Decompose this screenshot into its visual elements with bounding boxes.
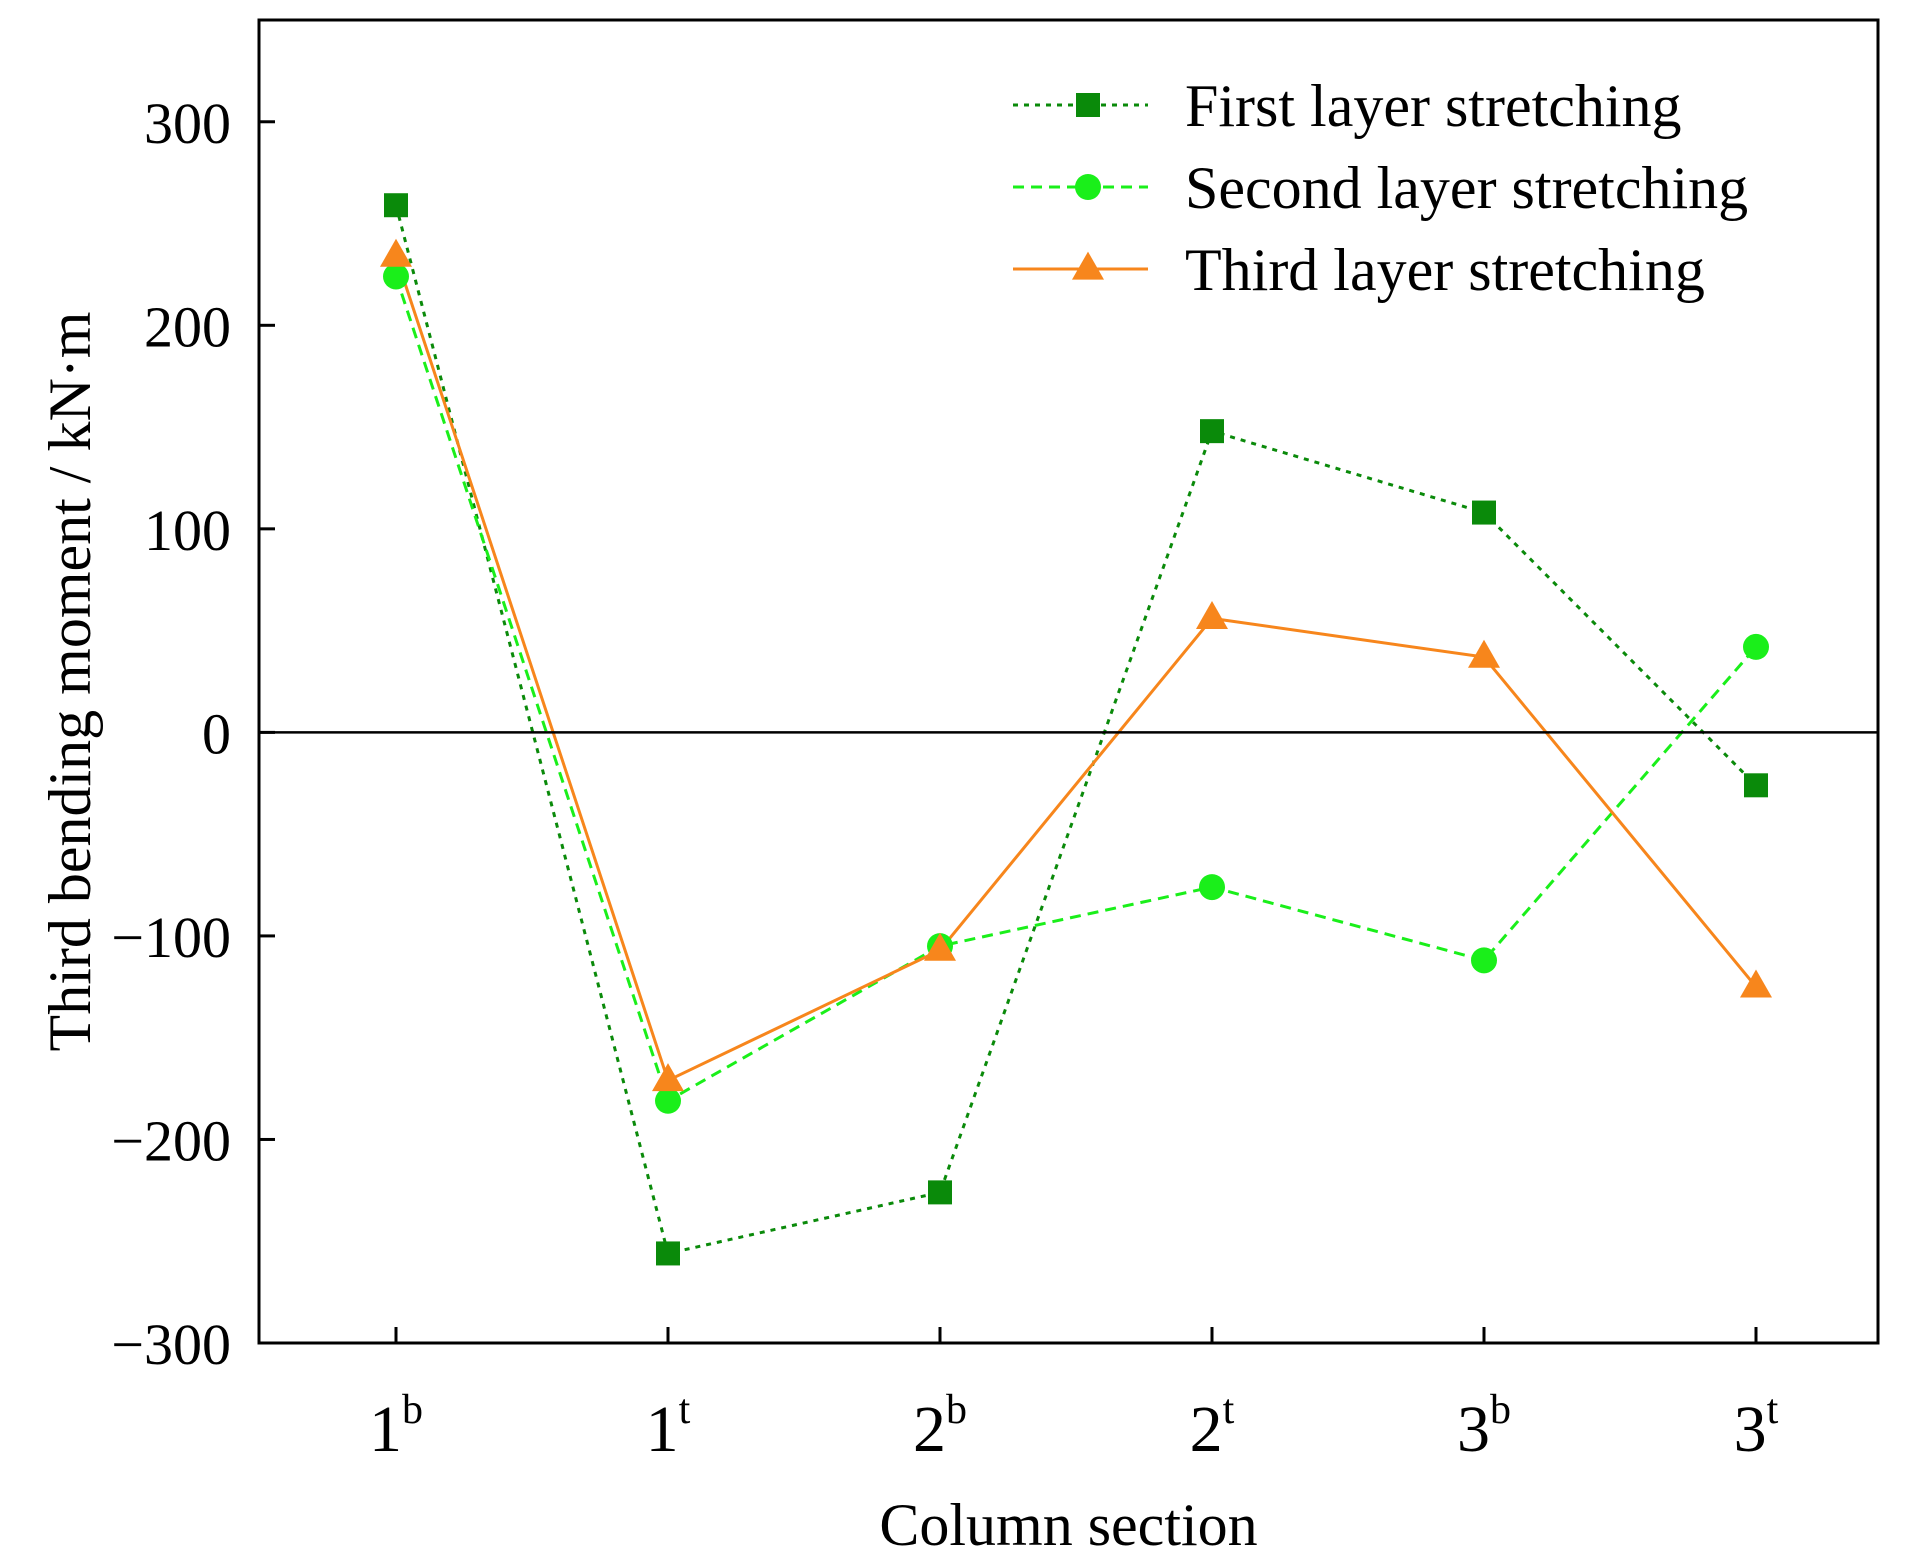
y-tick-label: 300 bbox=[144, 91, 231, 156]
legend-label: First layer stretching bbox=[1185, 73, 1682, 139]
y-axis-ticks: −300 −200 −100 0 100 200 300 bbox=[111, 91, 275, 1377]
y-tick-label: 100 bbox=[144, 498, 231, 563]
first-layer-stretching-point bbox=[1472, 500, 1496, 525]
third-layer-stretching-point bbox=[1468, 639, 1500, 668]
y-tick-label: −100 bbox=[111, 905, 231, 970]
second-layer-stretching-line bbox=[394, 275, 1758, 1103]
third-layer-stretching-point bbox=[380, 238, 412, 267]
plot-lines bbox=[394, 204, 1758, 1256]
x-axis-ticks: 1b 1t 2b 2t 3b 3t bbox=[369, 1327, 1779, 1466]
plot-markers bbox=[380, 193, 1772, 1266]
second-layer-stretching-point bbox=[383, 263, 409, 290]
first-layer-stretching-point bbox=[928, 1180, 952, 1205]
y-axis-label: Third bending moment / kN·m bbox=[37, 312, 103, 1052]
x-tick-label: 2b bbox=[913, 1387, 967, 1466]
third-layer-stretching-point bbox=[652, 1063, 684, 1092]
third-layer-stretching-point bbox=[1740, 969, 1772, 998]
legend-label: Third layer stretching bbox=[1185, 237, 1705, 303]
first-layer-stretching-point bbox=[656, 1241, 680, 1266]
second-layer-stretching-point bbox=[1471, 947, 1497, 974]
x-tick-label: 1t bbox=[646, 1387, 691, 1466]
second-layer-stretching-point bbox=[655, 1087, 681, 1114]
x-axis-label: Column section bbox=[879, 1492, 1257, 1558]
y-tick-label: 0 bbox=[202, 701, 231, 766]
y-tick-label: −200 bbox=[111, 1108, 231, 1173]
x-tick-label: 3t bbox=[1734, 1387, 1779, 1466]
legend-marker bbox=[1075, 174, 1101, 200]
third-layer-stretching-point bbox=[1196, 601, 1228, 630]
first-layer-stretching-point bbox=[384, 193, 408, 218]
x-tick-label: 3b bbox=[1457, 1387, 1511, 1466]
x-tick-label: 1b bbox=[369, 1387, 423, 1466]
first-layer-stretching-line bbox=[394, 204, 1758, 1256]
legend-marker bbox=[1072, 251, 1104, 280]
legend: First layer stretching Second layer stret… bbox=[1013, 73, 1748, 303]
plot-frame bbox=[257, 18, 1880, 1345]
y-tick-label: −300 bbox=[111, 1312, 231, 1377]
first-layer-stretching-point bbox=[1744, 773, 1768, 798]
x-tick-label: 2t bbox=[1190, 1387, 1235, 1466]
third-layer-stretching-line bbox=[394, 255, 1758, 1083]
second-layer-stretching-point bbox=[1743, 633, 1769, 660]
second-layer-stretching-point bbox=[1199, 874, 1225, 901]
legend-marker bbox=[1076, 93, 1100, 117]
legend-label: Second layer stretching bbox=[1185, 155, 1748, 221]
third-layer-stretching-point bbox=[924, 932, 956, 961]
y-tick-label: 200 bbox=[144, 294, 231, 359]
first-layer-stretching-point bbox=[1200, 419, 1224, 444]
